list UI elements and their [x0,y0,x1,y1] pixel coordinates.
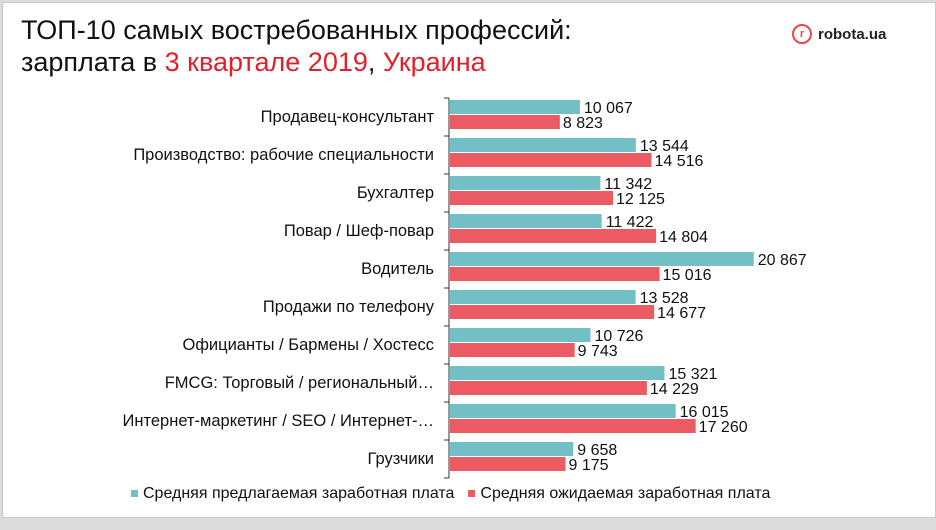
data-label: 9 743 [578,343,618,360]
expected-salary-bar [450,381,647,395]
logo-icon: r [792,24,812,44]
data-label: 16 015 [680,404,729,421]
category-label: FMCG: Торговый / региональный… [165,374,434,392]
slide: ТОП-10 самых востребованных профессий: з… [2,2,936,518]
category-label: Продавец-консультант [261,108,435,126]
title-line-2: зарплата в 3 квартале 2019, Украина [21,46,572,78]
data-label: 15 016 [663,267,712,284]
title-sep: , [367,47,383,77]
chart-title: ТОП-10 самых востребованных профессий: з… [21,14,572,78]
data-label: 12 125 [616,191,665,208]
expected-salary-bar [450,191,614,205]
category-label: Интернет-маркетинг / SEO / Интернет-… [123,412,434,430]
offered-salary-bar [450,404,676,418]
expected-salary-bar [450,305,655,319]
expected-salary-bar [450,419,696,433]
data-label: 9 175 [569,457,609,474]
data-label: 14 804 [659,229,708,246]
data-label: 13 544 [640,138,689,155]
offered-salary-bar [450,252,754,266]
offered-salary-bar [450,100,580,114]
logo-text: robota.ua [818,25,887,43]
title-country: Украина [382,47,486,77]
legend-label: Средняя ожидаемая заработная плата [480,485,771,502]
title-line-1: ТОП-10 самых востребованных профессий: [21,15,572,45]
data-label: 8 823 [563,115,603,132]
offered-salary-bar [450,442,574,456]
category-label: Продажи по телефону [263,298,435,316]
data-label: 14 516 [655,153,704,170]
robota-logo: r robota.ua [792,24,886,44]
offered-salary-bar [450,328,591,342]
title-prefix: зарплата в [21,47,165,77]
data-label: 9 658 [577,442,617,459]
offered-salary-bar [450,138,636,152]
data-label: 20 867 [758,252,807,269]
expected-salary-bar [450,229,657,243]
offered-salary-bar [450,214,602,228]
legend-swatch-teal [131,490,138,498]
category-label: Бухгалтер [357,184,434,202]
expected-salary-bar [450,267,660,281]
data-label: 14 677 [657,305,706,322]
offered-salary-bar [450,290,636,304]
data-label: 15 321 [668,366,717,383]
offered-salary-bar [450,176,601,190]
data-label: 17 260 [699,419,748,436]
data-label: 10 726 [594,328,643,345]
category-label: Грузчики [367,450,434,468]
expected-salary-bar [450,115,560,129]
data-label: 13 528 [640,290,689,307]
offered-salary-bar [450,366,665,380]
category-label: Официанты / Бармены / Хостесс [183,336,434,354]
title-period: 3 квартале 2019 [164,47,368,77]
legend: Средняя предлагаемая заработная плата Ср… [131,485,770,503]
category-label: Производство: рабочие специальности [133,146,434,164]
legend-swatch-red [468,490,476,498]
data-label: 11 422 [606,214,654,231]
legend-item-expected: Средняя ожидаемая заработная плата [468,485,770,503]
data-label: 11 342 [604,176,652,193]
legend-item-offered: Средняя предлагаемая заработная плата [131,485,454,503]
category-label: Водитель [361,260,434,278]
legend-label: Средняя предлагаемая заработная плата [143,485,455,502]
expected-salary-bar [450,343,575,357]
expected-salary-bar [450,153,652,167]
data-label: 10 067 [584,100,633,117]
category-label: Повар / Шеф-повар [284,222,434,240]
data-label: 14 229 [650,381,699,398]
expected-salary-bar [450,457,566,471]
